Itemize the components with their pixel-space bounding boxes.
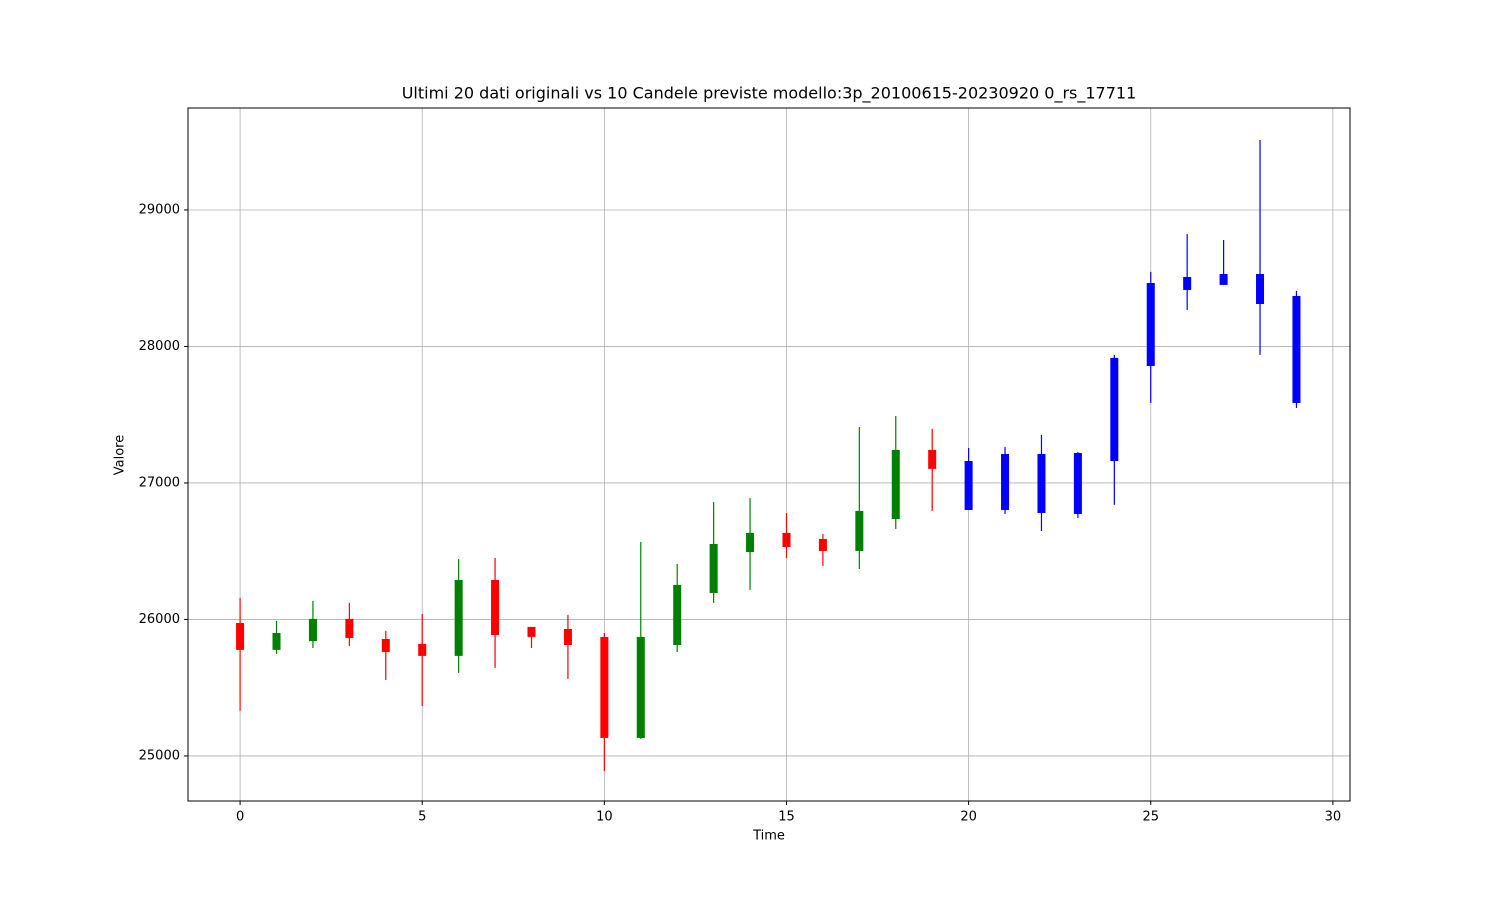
candle-body bbox=[1073, 452, 1082, 514]
candle-body bbox=[236, 623, 245, 650]
candle-body bbox=[1292, 295, 1301, 403]
candle-body bbox=[673, 584, 682, 645]
candle-body bbox=[928, 449, 937, 469]
candle-body bbox=[1256, 273, 1265, 305]
candle-body bbox=[1001, 454, 1010, 510]
y-tick-label: 28000 bbox=[139, 339, 180, 354]
y-tick-label: 29000 bbox=[139, 202, 180, 217]
candle-body bbox=[454, 580, 463, 656]
candle-body bbox=[782, 532, 791, 547]
candle-body bbox=[855, 510, 864, 551]
candle-body bbox=[964, 460, 973, 510]
y-axis-label: Valore bbox=[113, 435, 128, 475]
chart-title: Ultimi 20 dati originali vs 10 Candele p… bbox=[402, 84, 1137, 104]
x-axis-label: Time bbox=[752, 829, 785, 844]
candle-body bbox=[636, 636, 645, 738]
y-tick-label: 25000 bbox=[139, 748, 180, 763]
candle-body bbox=[308, 618, 317, 642]
candle-body bbox=[1219, 273, 1228, 285]
candle-body bbox=[1183, 276, 1192, 290]
x-tick-label: 0 bbox=[236, 810, 244, 825]
candle-body bbox=[1146, 282, 1155, 366]
candle-body bbox=[746, 532, 755, 553]
candle-body bbox=[709, 543, 718, 593]
candle-body bbox=[818, 538, 827, 551]
x-tick-label: 20 bbox=[960, 810, 977, 825]
candle-body bbox=[1110, 357, 1119, 461]
x-tick-label: 15 bbox=[778, 810, 795, 825]
candle-body bbox=[527, 626, 536, 637]
candle-body bbox=[491, 580, 500, 636]
x-tick-label: 5 bbox=[418, 810, 426, 825]
candle-body bbox=[345, 618, 354, 639]
y-tick-label: 27000 bbox=[139, 475, 180, 490]
x-tick-label: 30 bbox=[1325, 810, 1342, 825]
y-tick-label: 26000 bbox=[139, 612, 180, 627]
plot-frame bbox=[187, 107, 1351, 802]
candle-body bbox=[272, 632, 281, 650]
candle-body bbox=[1037, 454, 1046, 513]
candle-body bbox=[563, 629, 572, 645]
candle-body bbox=[600, 636, 609, 738]
x-tick-label: 25 bbox=[1142, 810, 1159, 825]
candle-body bbox=[891, 449, 900, 519]
x-tick-label: 10 bbox=[596, 810, 613, 825]
candle-body bbox=[381, 638, 390, 652]
candle-body bbox=[418, 643, 427, 656]
